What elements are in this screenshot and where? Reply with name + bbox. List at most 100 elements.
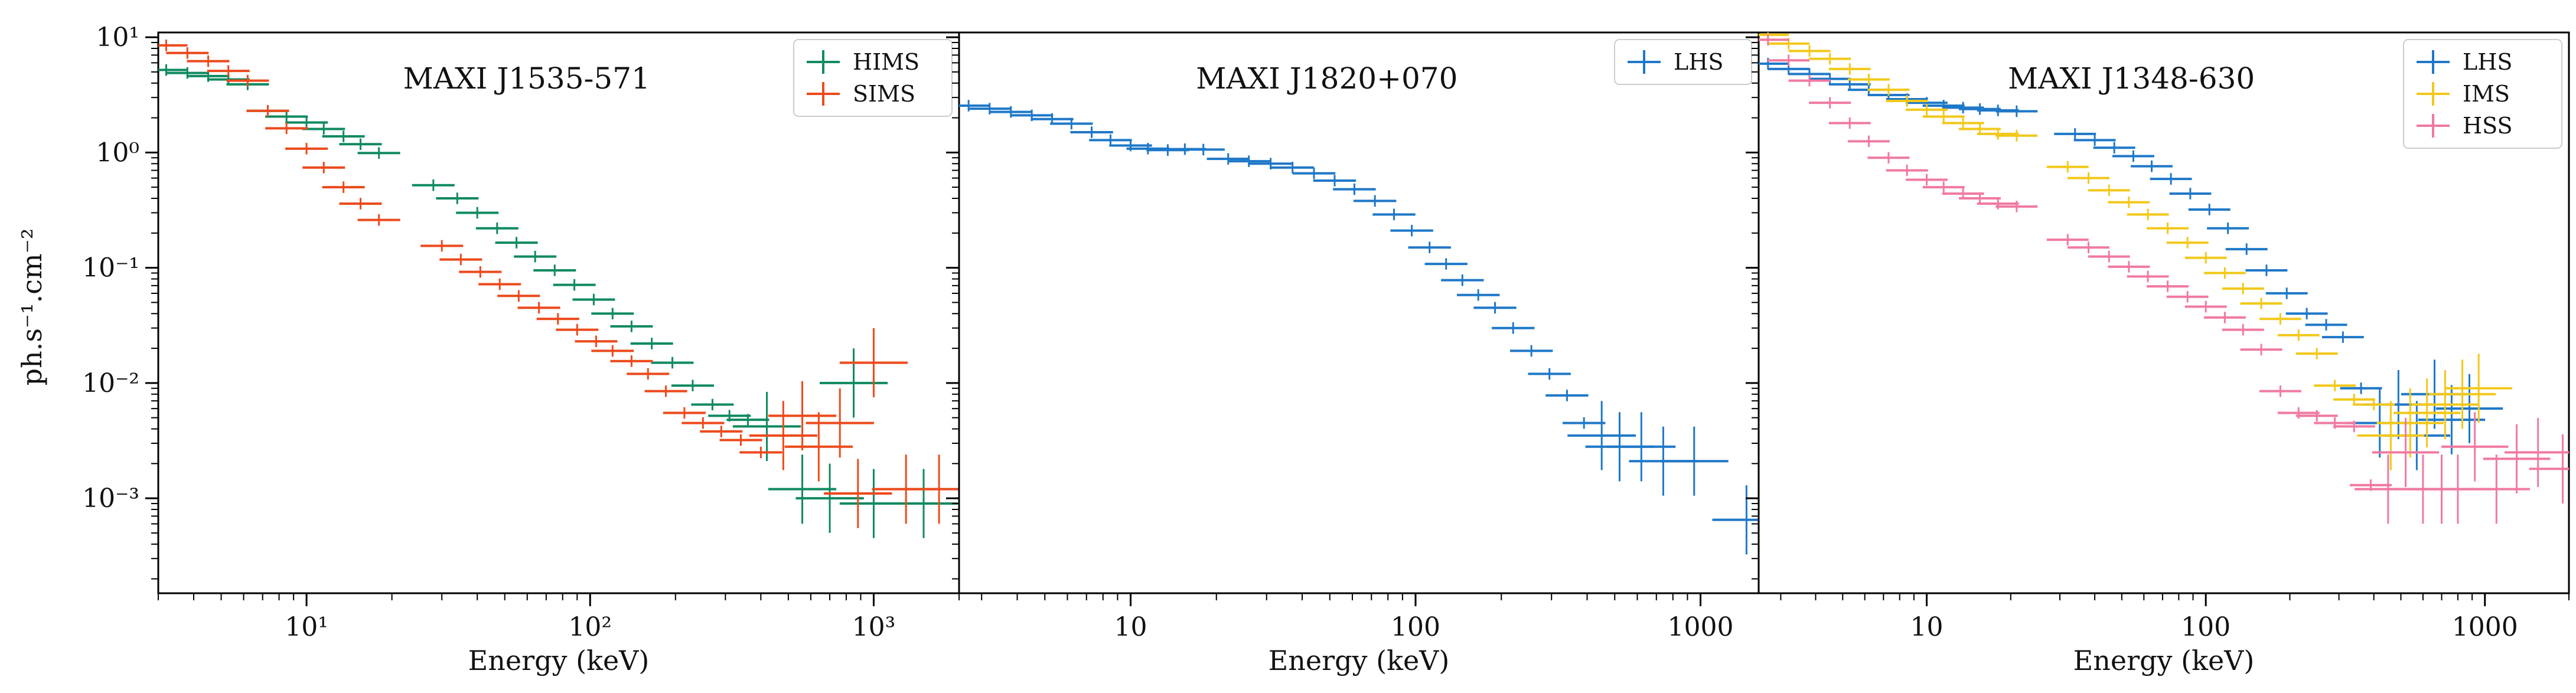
data-point (322, 181, 365, 193)
y-tick-label: 10⁻¹ (82, 253, 139, 283)
data-point (2222, 283, 2264, 295)
data-point (2463, 455, 2531, 524)
data-point (2529, 434, 2569, 504)
data-point (2088, 250, 2130, 263)
data-point (285, 116, 328, 129)
data-point (819, 348, 888, 418)
data-point (1271, 162, 1314, 174)
y-tick-label: 10⁰ (96, 138, 139, 168)
data-point (1070, 126, 1113, 138)
data-point (1050, 117, 1093, 130)
legend-marker (1628, 50, 1661, 74)
data-point (339, 138, 382, 151)
data-point (1313, 175, 1357, 187)
data-point (644, 385, 687, 397)
data-point (2068, 241, 2109, 253)
data-point (2108, 261, 2150, 273)
legend-marker (2417, 114, 2450, 138)
x-axis-ticks: 10 100 1000 (1780, 593, 2570, 642)
data-point (2184, 300, 2227, 313)
data-point (671, 380, 714, 391)
x-tick-label: 10² (568, 612, 612, 642)
x-tick-label: 100 (2181, 612, 2231, 642)
data-point (1788, 74, 1831, 87)
data-point (2203, 267, 2246, 279)
data-point (302, 123, 345, 135)
panel-3: 10 100 1000 Energy (keV) MAXI J1348-630 LHS IM… (1746, 31, 2570, 676)
data-point (768, 455, 837, 524)
y-axis-title: ph.s⁻¹.cm⁻² (16, 228, 48, 386)
data-point (478, 278, 521, 290)
series-sims (158, 40, 959, 528)
data-point (627, 368, 670, 380)
data-point (2112, 150, 2154, 162)
data-point (2265, 287, 2308, 299)
data-point (768, 381, 837, 450)
x-tick-label: 10 (1910, 612, 1944, 642)
data-point (749, 401, 818, 470)
data-point (732, 391, 801, 462)
data-point (2277, 407, 2320, 419)
y-tick-label: 10⁻² (82, 368, 139, 398)
data-point (2088, 184, 2130, 197)
data-point (1922, 110, 1965, 123)
data-point (795, 463, 864, 533)
data-point (2428, 359, 2496, 429)
legend-marker (2417, 50, 2450, 74)
data-point (2127, 208, 2169, 221)
series-lhs (959, 100, 1759, 555)
data-point (2305, 319, 2347, 331)
data-point (1886, 164, 1928, 176)
data-point (1788, 45, 1831, 57)
data-point (285, 143, 328, 155)
panel-title: MAXI J1348-630 (2008, 61, 2255, 96)
data-point (2435, 374, 2503, 443)
data-point (2259, 313, 2301, 325)
data-point (436, 192, 479, 204)
data-point (2357, 401, 2425, 470)
data-point (2441, 412, 2509, 482)
data-point (2225, 243, 2268, 255)
x-axis-ticks: 10¹ 10² 10³ (158, 593, 960, 642)
legend-box (793, 39, 953, 117)
data-point (246, 104, 289, 117)
data-point (2321, 331, 2364, 343)
data-point (1959, 192, 2001, 204)
plot-frame (958, 31, 1760, 594)
data-point (824, 459, 892, 528)
data-point (1249, 158, 1292, 170)
data-point (439, 253, 482, 266)
data-point (1959, 103, 2001, 115)
data-point (456, 207, 499, 219)
legend-label: LHS (1674, 49, 1723, 75)
data-point (2333, 393, 2375, 406)
data-point (2147, 280, 2189, 292)
data-point (2376, 388, 2444, 458)
data-point (2222, 323, 2264, 336)
data-point (610, 355, 653, 367)
data-point (533, 264, 576, 276)
x-tick-label: 100 (1391, 612, 1440, 642)
data-point (1473, 302, 1517, 314)
data-point (1545, 390, 1589, 401)
series-hims (158, 64, 958, 538)
data-point (2504, 417, 2569, 487)
data-point (2166, 237, 2209, 249)
data-point (302, 162, 345, 174)
plot-frame (1757, 31, 2570, 594)
data-point (1712, 485, 1759, 555)
data-point (357, 214, 400, 226)
data-point (2169, 188, 2212, 200)
x-axis-title: Energy (keV) (1269, 645, 1450, 676)
data-point (2131, 160, 2173, 172)
data-point (1126, 143, 1169, 155)
data-point (719, 434, 762, 446)
data-point (726, 414, 769, 426)
data-point (2203, 312, 2246, 323)
panel-title: MAXI J1535-571 (403, 61, 650, 96)
legend-box (1614, 39, 1752, 85)
data-point (2068, 172, 2109, 184)
data-point (158, 40, 188, 51)
data-point (889, 469, 958, 538)
data-point (1809, 97, 1851, 109)
